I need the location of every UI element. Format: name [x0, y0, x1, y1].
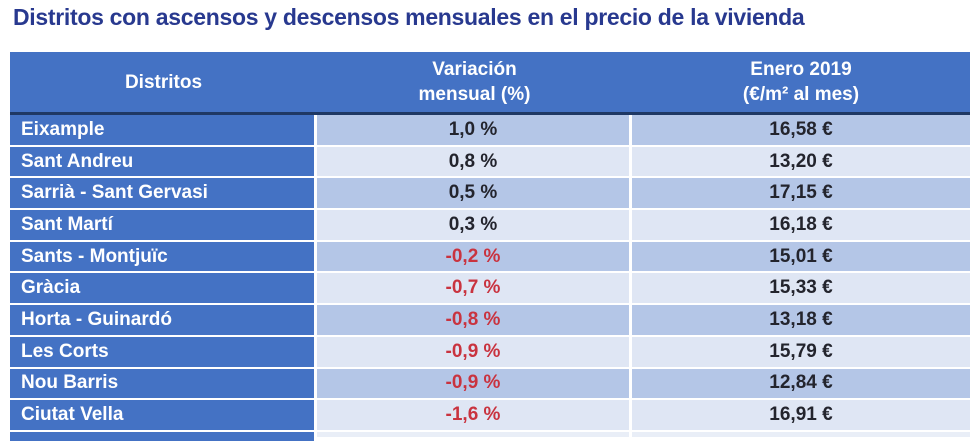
header-price: Enero 2019 (€/m² al mes) — [632, 52, 970, 112]
price-cell: 13,20 € — [632, 146, 970, 177]
district-cell: Eixample — [10, 115, 317, 145]
table-row: Nou Barris -0,9 % 12,84 € — [10, 368, 970, 401]
bottom-edge-district-cell — [10, 431, 317, 441]
variation-cell: -0,7 % — [317, 273, 632, 304]
table-body: Eixample 1,0 % 16,58 € Sant Andreu 0,8 %… — [10, 115, 970, 432]
table-row: Sants - Montjuïc -0,2 % 15,01 € — [10, 241, 970, 274]
price-cell: 15,79 € — [632, 336, 970, 367]
header-separator-line — [10, 112, 970, 115]
table-row: Sarrià - Sant Gervasi 0,5 % 17,15 € — [10, 178, 970, 211]
district-cell: Sant Martí — [10, 210, 317, 240]
header-districts: Distritos — [10, 52, 317, 112]
header-variation-line2: mensual (%) — [418, 84, 531, 105]
variation-cell: -0,2 % — [317, 241, 632, 272]
header-variation: Variación mensual (%) — [317, 52, 632, 112]
district-cell: Nou Barris — [10, 368, 317, 399]
table-row: Les Corts -0,9 % 15,79 € — [10, 336, 970, 369]
price-cell: 16,58 € — [632, 115, 970, 145]
variation-cell: -1,6 % — [317, 400, 632, 430]
table-row: Ciutat Vella -1,6 % 16,91 € — [10, 400, 970, 432]
table-row: Sant Andreu 0,8 % 13,20 € — [10, 146, 970, 179]
variation-cell: 1,0 % — [317, 115, 632, 145]
variation-cell: 0,5 % — [317, 178, 632, 209]
district-cell: Les Corts — [10, 336, 317, 367]
table-row: Gràcia -0,7 % 15,33 € — [10, 273, 970, 306]
header-districts-label: Distritos — [124, 71, 203, 93]
variation-cell: 0,8 % — [317, 146, 632, 177]
price-cell: 12,84 € — [632, 368, 970, 399]
district-cell: Horta - Guinardó — [10, 305, 317, 335]
variation-cell: 0,3 % — [317, 210, 632, 240]
page-title: Distritos con ascensos y descensos mensu… — [13, 4, 805, 30]
price-cell: 17,15 € — [632, 178, 970, 209]
district-cell: Sant Andreu — [10, 146, 317, 177]
header-price-line1: Enero 2019 — [750, 59, 852, 80]
table-row: Horta - Guinardó -0,8 % 13,18 € — [10, 305, 970, 337]
table-header-row: Distritos Variación mensual (%) Enero 20… — [10, 52, 970, 112]
table-row: Eixample 1,0 % 16,58 € — [10, 115, 970, 147]
variation-cell: -0,9 % — [317, 368, 632, 399]
price-cell: 13,18 € — [632, 305, 970, 335]
variation-cell: -0,9 % — [317, 336, 632, 367]
district-cell: Ciutat Vella — [10, 400, 317, 430]
price-cell: 15,01 € — [632, 241, 970, 272]
variation-cell: -0,8 % — [317, 305, 632, 335]
price-cell: 15,33 € — [632, 273, 970, 304]
district-cell: Sarrià - Sant Gervasi — [10, 178, 317, 209]
district-cell: Gràcia — [10, 273, 317, 304]
district-cell: Sants - Montjuïc — [10, 241, 317, 272]
price-cell: 16,91 € — [632, 400, 970, 430]
table-row: Sant Martí 0,3 % 16,18 € — [10, 210, 970, 242]
bottom-edge-price-cell — [632, 431, 970, 437]
bottom-edge-variation-cell — [317, 431, 632, 437]
price-cell: 16,18 € — [632, 210, 970, 240]
districts-table: Distritos Variación mensual (%) Enero 20… — [10, 52, 970, 441]
table-bottom-edge — [10, 431, 970, 441]
header-price-line2: (€/m² al mes) — [742, 84, 860, 105]
header-variation-line1: Variación — [432, 59, 517, 80]
